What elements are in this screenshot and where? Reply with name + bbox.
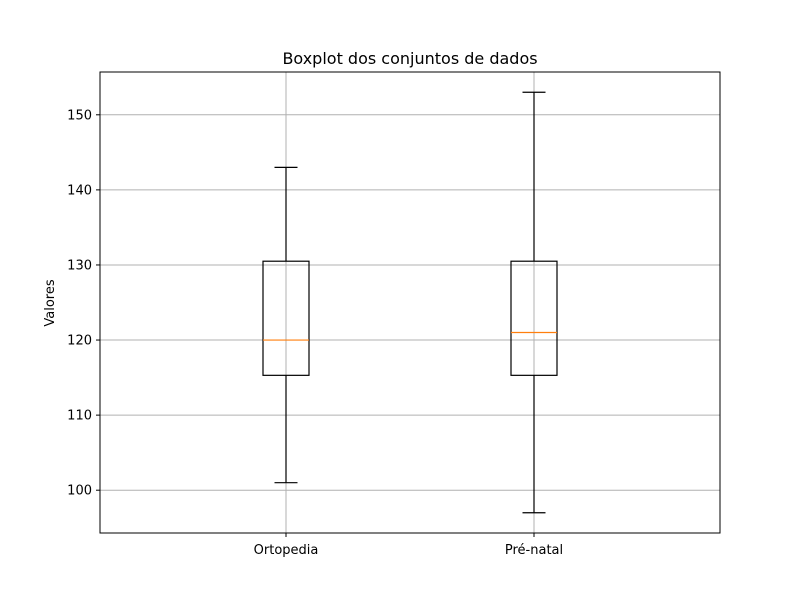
ticks-layer: 100 110 120 130 140 150 Ortopedia Pré-natal	[67, 108, 563, 558]
y-tick-label: 100	[67, 484, 92, 499]
grid-layer	[100, 72, 720, 533]
y-tick-label: 140	[67, 183, 92, 198]
plot-frame	[99, 71, 721, 534]
iqr-box	[262, 260, 310, 376]
box-group-1	[262, 166, 310, 484]
y-tick-label: 110	[67, 409, 92, 424]
x-tick-label: Ortopedia	[254, 543, 319, 558]
iqr-box	[510, 260, 558, 376]
y-tick-label: 120	[67, 334, 92, 349]
x-tick-label: Pré-natal	[505, 543, 563, 558]
y-tick-label: 130	[67, 258, 92, 273]
boxes-layer	[262, 91, 558, 514]
chart-title: Boxplot dos conjuntos de dados	[282, 49, 537, 68]
y-axis-label: Valores	[43, 279, 58, 326]
box-group-2	[510, 91, 558, 514]
y-tick-label: 150	[67, 108, 92, 123]
